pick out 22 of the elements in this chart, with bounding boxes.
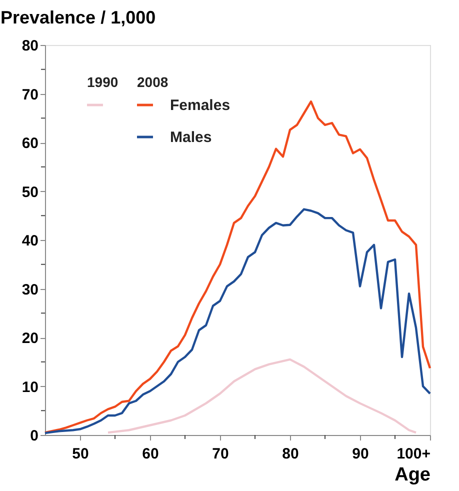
x-axis-title: Age (394, 464, 430, 486)
y-tick-label: 30 (22, 281, 38, 298)
line-series (106, 358, 418, 434)
x-tick-label: 60 (142, 446, 159, 462)
x-tick-label: 50 (72, 446, 89, 462)
y-tick-label: 40 (22, 232, 38, 250)
x-tick-label: 100+ (396, 446, 431, 462)
y-tick-label: 10 (22, 378, 38, 396)
x-tick-label: 80 (282, 446, 299, 462)
y-tick-label: 60 (22, 135, 38, 152)
y-tick-label: 20 (22, 330, 38, 347)
y-tick-label: 0 (30, 428, 38, 444)
y-tick-label: 70 (22, 86, 38, 104)
x-tick-label: 90 (352, 446, 369, 462)
y-tick-label: 50 (22, 184, 38, 201)
annotation: 2008 (137, 74, 168, 90)
legend-label: Males (170, 129, 212, 146)
annotation: 1990 (87, 74, 118, 90)
legend-label: Females (170, 97, 230, 114)
x-tick-label: 70 (212, 446, 229, 462)
y-tick-label: 80 (22, 38, 38, 54)
y-axis-title: Prevalence / 1,000 (0, 8, 156, 28)
